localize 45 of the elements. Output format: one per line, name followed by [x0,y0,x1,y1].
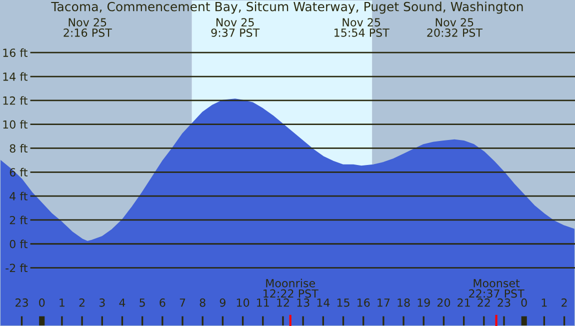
x-tick-label: 0 [521,298,527,307]
y-tick-label: 6 ft [10,168,28,177]
x-tick-label: 14 [317,298,330,307]
x-tick-label: 1 [60,298,64,307]
x-tick-label: 12 [277,298,289,307]
y-tick-label: 2 ft [10,216,28,224]
x-tick-label: 19 [418,298,430,307]
x-tick-label: 5 [140,298,145,307]
x-tick-label: 9 [220,298,226,307]
x-tick-label: 23 [16,298,28,307]
x2-tick-label: Moonrise 12:22 PST [264,278,318,298]
y-tick-label: 0 ft [10,240,28,248]
y-tick-label: 10 ft [3,120,28,129]
annotation: Nov 25 2:16 PST [64,18,112,37]
x-tick-label: 20 [437,298,450,307]
y-tick-label: 8 ft [10,144,28,153]
y-tick-label: 16 ft [3,48,28,57]
y-tick-label: 12 ft [3,96,28,105]
x-tick-label: 6 [160,298,166,307]
x-tick-label: 16 [358,298,370,307]
x2-tick-label: Moonset 22:37 PST [469,279,524,298]
chart-title: Tacoma, Commencement Bay, Sitcum Waterway, Puget Sound, Washington [51,2,523,14]
x-tick-label: 10 [236,298,250,307]
annotation: Nov 25 15:54 PST [334,18,390,37]
x-tick-label: 21 [458,298,470,307]
y-tick-label: -2 ft [6,264,28,272]
x-tick-label: 7 [180,298,186,307]
x-tick-label: 23 [498,298,510,307]
x-tick-label: 8 [200,298,206,307]
x-tick-label: 17 [378,298,390,307]
x-tick-label: 0 [39,298,45,307]
x-tick-label: 15 [337,298,350,307]
annotation: Nov 25 20:32 PST [427,18,483,37]
x-tick-label: 4 [119,298,126,307]
y-tick-label: 14 ft [3,72,28,81]
x-tick-label: 13 [297,298,310,307]
x-tick-label: 2 [562,298,567,307]
x-tick-label: 18 [398,298,410,307]
x-tick-label: 1 [542,298,547,307]
x-tick-label: 3 [99,298,105,307]
annotation: Nov 25 9:37 PST [211,18,260,37]
x-tick-label: 11 [257,298,269,307]
x-tick-label: 2 [79,298,84,307]
x-tick-label: 22 [478,298,490,307]
y-tick-label: 4 ft [10,192,28,200]
